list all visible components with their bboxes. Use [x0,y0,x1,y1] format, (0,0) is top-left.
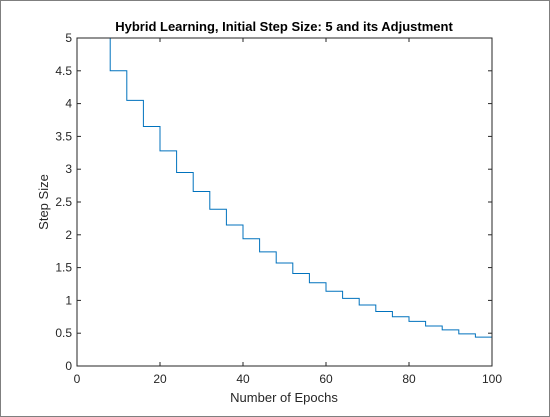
x-tick-label: 60 [319,372,333,386]
y-tick-label: 5 [65,31,72,45]
plot-area [77,38,492,366]
x-tick-label: 80 [402,372,416,386]
y-tick-label: 4.5 [55,64,72,78]
x-axis-label: Number of Epochs [230,390,338,405]
x-ticks: 0 20 40 60 80 100 [74,38,502,386]
y-tick-label: 3 [65,162,72,176]
y-axis-label: Step Size [36,174,51,230]
x-tick-label: 100 [482,372,502,386]
y-tick-label: 1.5 [55,261,72,275]
chart-title: Hybrid Learning, Initial Step Size: 5 an… [115,19,453,34]
y-tick-label: 0.5 [55,326,72,340]
y-tick-label: 2.5 [55,195,72,209]
series-line-0 [77,37,492,338]
y-tick-label: 3.5 [55,129,72,143]
y-tick-label: 4 [65,97,72,111]
y-tick-label: 0 [65,359,72,373]
x-tick-label: 20 [153,372,167,386]
y-tick-label: 2 [65,228,72,242]
x-tick-label: 40 [236,372,250,386]
series-layer [77,37,492,338]
x-tick-label: 0 [74,372,81,386]
y-tick-label: 1 [65,293,72,307]
axes-box [76,37,493,367]
